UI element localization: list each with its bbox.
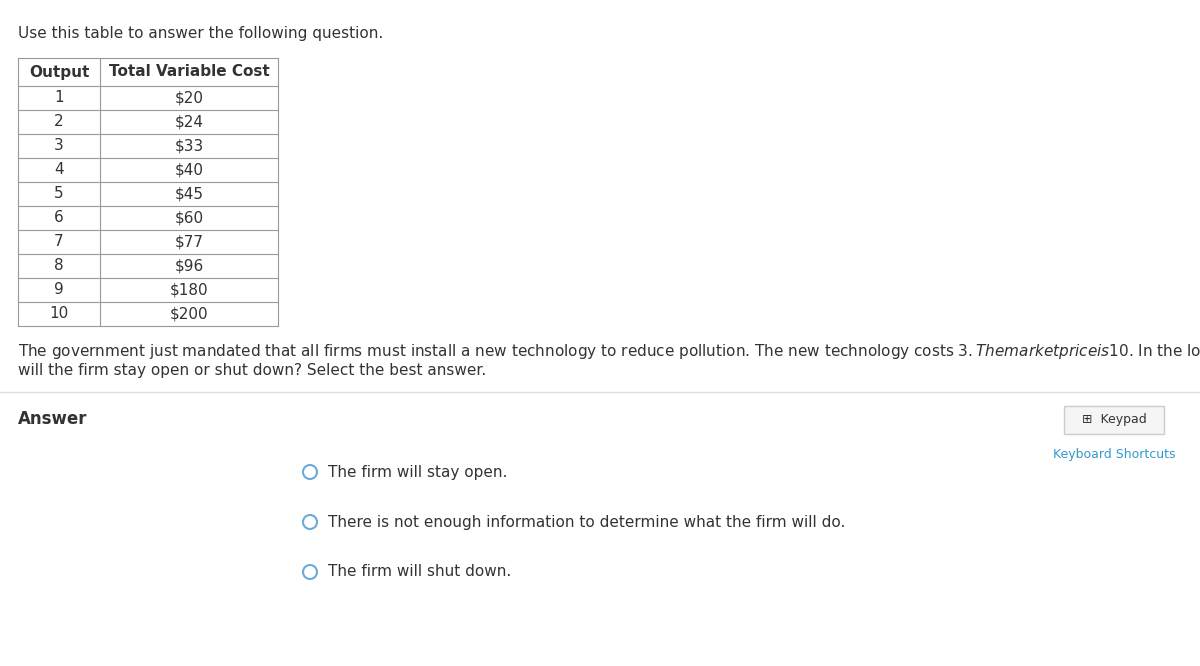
Text: The government just mandated that all firms must install a new technology to red: The government just mandated that all fi… xyxy=(18,342,1200,378)
Text: $77: $77 xyxy=(174,234,204,250)
Text: The firm will stay open.: The firm will stay open. xyxy=(328,464,508,480)
Text: $20: $20 xyxy=(174,91,204,105)
Text: 6: 6 xyxy=(54,210,64,226)
Text: Answer: Answer xyxy=(18,410,88,428)
Text: 3: 3 xyxy=(54,139,64,153)
FancyBboxPatch shape xyxy=(1064,406,1164,434)
Text: There is not enough information to determine what the firm will do.: There is not enough information to deter… xyxy=(328,515,845,529)
Text: 5: 5 xyxy=(54,186,64,202)
Text: 4: 4 xyxy=(54,163,64,178)
Text: $33: $33 xyxy=(174,139,204,153)
Text: Output: Output xyxy=(29,65,89,79)
Text: 1: 1 xyxy=(54,91,64,105)
Text: $96: $96 xyxy=(174,258,204,274)
Text: 7: 7 xyxy=(54,234,64,250)
Text: 9: 9 xyxy=(54,282,64,298)
Text: $60: $60 xyxy=(174,210,204,226)
Text: $200: $200 xyxy=(169,306,209,322)
Text: ⊞  Keypad: ⊞ Keypad xyxy=(1081,414,1146,426)
Text: $45: $45 xyxy=(174,186,204,202)
Text: 8: 8 xyxy=(54,258,64,274)
Text: Use this table to answer the following question.: Use this table to answer the following q… xyxy=(18,26,383,41)
Text: Total Variable Cost: Total Variable Cost xyxy=(109,65,269,79)
Text: $180: $180 xyxy=(169,282,209,298)
Text: $40: $40 xyxy=(174,163,204,178)
Text: 2: 2 xyxy=(54,115,64,129)
Text: The firm will shut down.: The firm will shut down. xyxy=(328,565,511,579)
Text: Keyboard Shortcuts: Keyboard Shortcuts xyxy=(1052,448,1175,461)
Text: 10: 10 xyxy=(49,306,68,322)
Text: $24: $24 xyxy=(174,115,204,129)
